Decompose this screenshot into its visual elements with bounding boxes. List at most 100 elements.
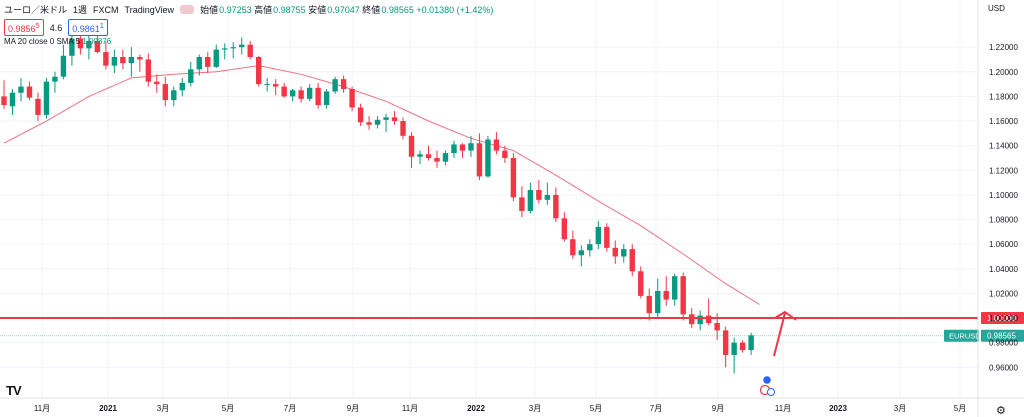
candle[interactable] xyxy=(128,47,135,77)
candle[interactable] xyxy=(86,34,92,60)
candle[interactable] xyxy=(391,111,398,125)
candle[interactable] xyxy=(485,135,491,178)
candle[interactable] xyxy=(77,32,84,55)
interval-label[interactable]: 1週 xyxy=(73,5,88,15)
candle[interactable] xyxy=(655,278,661,319)
candle[interactable] xyxy=(408,132,415,168)
symbol-legend[interactable]: ユーロ／米ドル 1週 FXCM TradingView 始値0.97253 高値… xyxy=(4,3,493,16)
candle[interactable] xyxy=(425,145,432,161)
candle[interactable] xyxy=(60,44,67,80)
candle[interactable] xyxy=(222,43,228,60)
candle[interactable] xyxy=(527,182,534,214)
candle[interactable] xyxy=(553,187,559,223)
candle[interactable] xyxy=(621,244,627,263)
candle[interactable] xyxy=(672,273,678,306)
candle[interactable] xyxy=(247,41,253,60)
candle[interactable] xyxy=(451,140,457,158)
candle[interactable] xyxy=(519,186,525,218)
indicator-legend[interactable]: MA 20 close 0 SMA 5 1.00876 xyxy=(4,37,111,46)
candle[interactable] xyxy=(9,89,16,115)
candle[interactable] xyxy=(595,220,601,250)
candle[interactable] xyxy=(323,89,330,109)
candle[interactable] xyxy=(561,212,568,242)
tradingview-logo-icon[interactable]: TV xyxy=(6,383,22,398)
candle[interactable] xyxy=(739,340,746,353)
candle[interactable] xyxy=(442,150,449,166)
candle[interactable] xyxy=(154,74,160,93)
candle[interactable] xyxy=(570,230,576,259)
candle[interactable] xyxy=(578,245,585,267)
candle[interactable] xyxy=(587,239,593,257)
candle[interactable] xyxy=(289,89,296,102)
candle[interactable] xyxy=(145,53,152,87)
candle[interactable] xyxy=(722,326,729,368)
candle[interactable] xyxy=(340,75,347,93)
candle[interactable] xyxy=(366,116,372,130)
sell-price-button[interactable]: 0.98565 xyxy=(4,19,44,36)
candle[interactable] xyxy=(731,337,737,374)
candle[interactable] xyxy=(476,133,483,181)
event-marker-icon[interactable] xyxy=(761,374,773,386)
candle[interactable] xyxy=(612,240,618,264)
flag-event-icon[interactable] xyxy=(767,388,775,396)
candle[interactable] xyxy=(604,223,610,252)
candle[interactable] xyxy=(137,54,143,72)
candle[interactable] xyxy=(374,116,381,129)
candle[interactable] xyxy=(26,81,33,101)
candle[interactable] xyxy=(196,54,202,76)
candle[interactable] xyxy=(205,52,211,74)
candle[interactable] xyxy=(111,49,118,74)
buy-price-button[interactable]: 0.98611 xyxy=(68,19,108,36)
candle[interactable] xyxy=(680,272,686,321)
candle[interactable] xyxy=(162,76,169,107)
candle[interactable] xyxy=(493,132,500,155)
visibility-toggle-icon[interactable] xyxy=(180,5,195,14)
candle[interactable] xyxy=(18,77,24,102)
candle[interactable] xyxy=(383,113,389,133)
candle[interactable] xyxy=(179,77,185,97)
indicator-name[interactable]: MA 20 close 0 SMA 5 xyxy=(4,37,81,46)
candle[interactable] xyxy=(171,86,177,107)
candle[interactable] xyxy=(35,92,41,122)
candle[interactable] xyxy=(349,86,355,112)
candle[interactable] xyxy=(417,150,423,165)
candle[interactable] xyxy=(1,80,7,109)
candle[interactable] xyxy=(629,244,635,277)
candle[interactable] xyxy=(400,117,406,140)
candle[interactable] xyxy=(315,82,321,109)
candle[interactable] xyxy=(544,182,551,205)
candle[interactable] xyxy=(510,153,517,202)
candle[interactable] xyxy=(357,103,364,126)
candle[interactable] xyxy=(638,266,644,299)
candle[interactable] xyxy=(120,49,126,70)
gear-icon[interactable]: ⚙ xyxy=(996,405,1006,417)
candle[interactable] xyxy=(213,44,219,69)
candle[interactable] xyxy=(188,61,194,87)
candle[interactable] xyxy=(264,77,270,92)
candle[interactable] xyxy=(646,288,652,321)
candle[interactable] xyxy=(536,180,542,204)
candle[interactable] xyxy=(705,298,712,326)
candle[interactable] xyxy=(459,143,466,158)
symbol-name[interactable]: ユーロ／米ドル xyxy=(4,5,68,15)
candle[interactable] xyxy=(697,310,703,331)
candle[interactable] xyxy=(256,55,262,87)
candle[interactable] xyxy=(502,145,508,163)
candle[interactable] xyxy=(663,276,669,306)
candle[interactable] xyxy=(306,84,313,102)
candle[interactable] xyxy=(69,32,75,66)
candle[interactable] xyxy=(468,135,474,157)
candle[interactable] xyxy=(748,332,754,355)
arrow-drawing[interactable] xyxy=(773,312,786,357)
currency-label[interactable]: USD xyxy=(988,4,1005,13)
candle[interactable] xyxy=(52,71,58,93)
candle[interactable] xyxy=(43,77,50,119)
candle[interactable] xyxy=(298,86,304,103)
candle[interactable] xyxy=(332,76,338,94)
candle[interactable] xyxy=(230,42,236,59)
candle[interactable] xyxy=(434,150,440,168)
candle[interactable] xyxy=(239,37,245,55)
candle[interactable] xyxy=(103,41,109,70)
